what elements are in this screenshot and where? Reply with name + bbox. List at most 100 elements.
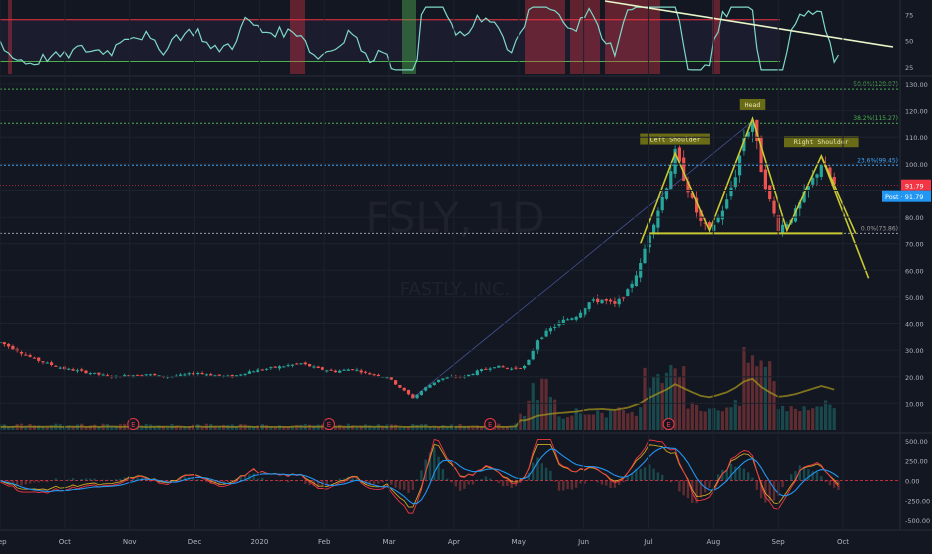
macd-histogram-bar [829, 481, 831, 486]
price-tick-label: 80.00 [905, 214, 924, 222]
candle-body [725, 199, 728, 208]
volume-bar [398, 427, 401, 430]
candle-body [403, 388, 406, 391]
candle-body [811, 178, 814, 185]
macd-histogram-bar [72, 478, 74, 480]
candle-body [37, 358, 40, 361]
price-tick-label: 110.00 [905, 134, 928, 142]
candle-body [471, 374, 474, 375]
candle-body [295, 364, 298, 365]
volume-bar [631, 412, 634, 430]
volume-bar [695, 405, 698, 430]
time-tick-label: Jul [643, 538, 653, 546]
macd-histogram-bar [463, 481, 465, 489]
candle-body [351, 369, 354, 370]
candle-body [84, 371, 87, 374]
candle-body [76, 370, 79, 371]
time-tick-label: Oct [837, 538, 849, 546]
macd-tick-label: -500.00 [905, 517, 930, 525]
candle-body [334, 371, 337, 373]
macd-histogram-bar [627, 477, 629, 481]
macd-histogram-bar [201, 481, 203, 482]
macd-histogram-bar [609, 481, 611, 489]
volume-bar [734, 400, 737, 430]
volume-bar [579, 413, 582, 430]
volume-bar [562, 419, 565, 430]
volume-bar [785, 411, 788, 430]
candle-body [325, 370, 328, 371]
candle-body [764, 170, 767, 190]
candle-body [579, 313, 582, 318]
time-tick-label: Nov [123, 538, 137, 546]
candle-body [188, 373, 191, 374]
candle-body [149, 374, 152, 375]
macd-histogram-bar [657, 472, 659, 480]
time-tick-label: Oct [59, 538, 71, 546]
earnings-marker-label: E [666, 421, 670, 429]
volume-bar [807, 410, 810, 430]
macd-histogram-bar [683, 481, 685, 496]
volume-bar [699, 411, 702, 430]
volume-bar [527, 401, 530, 430]
macd-histogram-bar [820, 476, 822, 480]
macd-histogram-bar [773, 481, 775, 501]
macd-histogram-bar [68, 480, 70, 481]
volume-bar [618, 407, 621, 430]
macd-histogram-bar [614, 481, 616, 488]
candle-body [631, 284, 634, 288]
macd-histogram-bar [450, 481, 452, 483]
macd-histogram-bar [390, 481, 392, 485]
earnings-marker-label: E [131, 421, 135, 429]
candle-body [93, 373, 96, 374]
candle-body [140, 375, 143, 376]
candle-body [506, 368, 509, 369]
time-tick-label: Sep [772, 538, 786, 546]
candle-body [54, 366, 57, 367]
macd-histogram-bar [708, 481, 710, 488]
volume-bar [803, 406, 806, 430]
volume-bar [656, 374, 659, 430]
time-tick-label: Dec [188, 538, 202, 546]
volume-bar [557, 416, 560, 430]
candle-body [158, 375, 161, 376]
rsi-tick-label: 25 [905, 64, 913, 72]
fib-level-label: 50.0%(128.07) [853, 81, 898, 88]
macd-histogram-bar [89, 479, 91, 481]
macd-histogram-bar [291, 480, 293, 481]
candle-body [592, 299, 595, 300]
macd-histogram-bar [330, 481, 332, 483]
candle-body [553, 327, 556, 328]
volume-bar [708, 409, 711, 430]
macd-histogram-bar [403, 481, 405, 490]
candle-body [183, 374, 186, 375]
macd-histogram-bar [575, 481, 577, 488]
time-tick-label: Sep [0, 538, 7, 546]
macd-histogram-bar [476, 480, 478, 481]
macd-tick-label: 250.00 [905, 458, 928, 466]
macd-histogram-bar [674, 481, 676, 482]
macd-histogram-bar [145, 480, 147, 481]
macd-histogram-bar [498, 481, 500, 484]
macd-histogram-bar [738, 467, 740, 480]
volume-bar [609, 410, 612, 430]
macd-histogram-bar [257, 479, 259, 481]
volume-bar [626, 413, 629, 430]
price-tick-label: 40.00 [905, 321, 924, 329]
macd-histogram-bar [446, 479, 448, 481]
volume-bar [717, 410, 720, 430]
rsi-overbought-zone [525, 0, 565, 74]
candle-body [385, 377, 388, 378]
price-tick-label: 130.00 [905, 81, 928, 89]
macd-histogram-bar [197, 479, 199, 480]
candle-body [205, 374, 208, 375]
macd-histogram-bar [734, 467, 736, 481]
rsi-overbought-zone [8, 0, 12, 74]
volume-bar [704, 412, 707, 430]
candle-body [239, 375, 242, 376]
candle-body [768, 186, 771, 199]
candle-body [278, 366, 281, 368]
candle-body [321, 367, 324, 370]
macd-histogram-bar [102, 480, 104, 481]
